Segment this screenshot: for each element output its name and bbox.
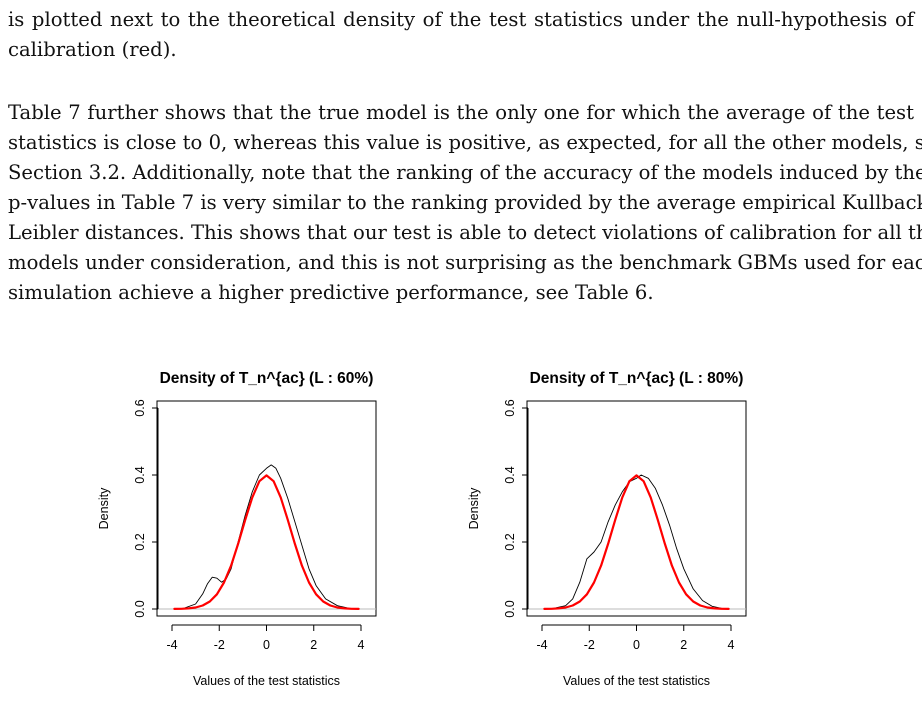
series-line-theoretical — [173, 474, 360, 610]
chart-title: Density of T_n^{ac} (L : 80%) — [530, 370, 744, 387]
text-line: calibration (red). — [8, 38, 177, 61]
y-axis-label: Density — [97, 487, 111, 529]
x-tick-label: -2 — [584, 638, 595, 652]
text-line: statistics is close to 0, whereas this v… — [8, 131, 922, 154]
y-tick-label: 0.4 — [503, 466, 517, 483]
x-tick-label: 0 — [633, 638, 640, 652]
text-line: Leibler distances. This shows that our t… — [8, 221, 922, 244]
y-tick-label: 0.0 — [133, 600, 147, 617]
chart-title: Density of T_n^{ac} (L : 60%) — [160, 370, 374, 387]
plot-frame — [156, 400, 377, 617]
text-line: Section 3.2. Additionally, note that the… — [8, 161, 922, 184]
x-tick-label: 2 — [310, 638, 317, 652]
y-tick-label: 0.4 — [133, 466, 147, 483]
x-tick-label: 0 — [263, 638, 270, 652]
chart-panel: Density of T_n^{ac} (L : 80%) -4 -2 0 2 4 Valu… — [467, 370, 747, 688]
y-tick-label: 0.2 — [133, 533, 147, 550]
text-line: is plotted next to the theoretical densi… — [8, 8, 914, 31]
text-line: simulation achieve a higher predictive p… — [8, 281, 654, 304]
x-tick-label: 4 — [728, 638, 735, 652]
series-line-empirical — [173, 464, 360, 610]
y-tick-label: 0.2 — [503, 533, 517, 550]
y-tick-label: 0.6 — [133, 399, 147, 416]
y-tick-label: 0.0 — [503, 600, 517, 617]
density-figure: Density of T_n^{ac} (L : 60%) -4 -2 0 2 4 Valu… — [97, 370, 747, 688]
x-tick-label: -4 — [166, 638, 177, 652]
text-line: models under consideration, and this is … — [8, 251, 922, 274]
y-tick-label: 0.6 — [503, 399, 517, 416]
plot-frame — [526, 400, 747, 617]
y-axis-label: Density — [467, 487, 481, 529]
x-tick-label: 2 — [680, 638, 687, 652]
paragraph-main: Table 7 further shows that the true mode… — [8, 98, 922, 308]
text-line: p-values in Table 7 is very similar to t… — [8, 191, 922, 214]
chart-panel: Density of T_n^{ac} (L : 60%) -4 -2 0 2 4 Valu… — [97, 370, 377, 688]
x-axis-label: Values of the test statistics — [193, 674, 340, 688]
x-axis-label: Values of the test statistics — [563, 674, 710, 688]
series-line-empirical — [543, 474, 730, 610]
series-line-theoretical — [543, 474, 730, 610]
text-line: Table 7 further shows that the true mode… — [8, 101, 914, 124]
x-tick-label: 4 — [358, 638, 365, 652]
paragraph-top: is plotted next to the theoretical densi… — [8, 5, 914, 65]
x-tick-label: -4 — [536, 638, 547, 652]
x-tick-label: -2 — [214, 638, 225, 652]
